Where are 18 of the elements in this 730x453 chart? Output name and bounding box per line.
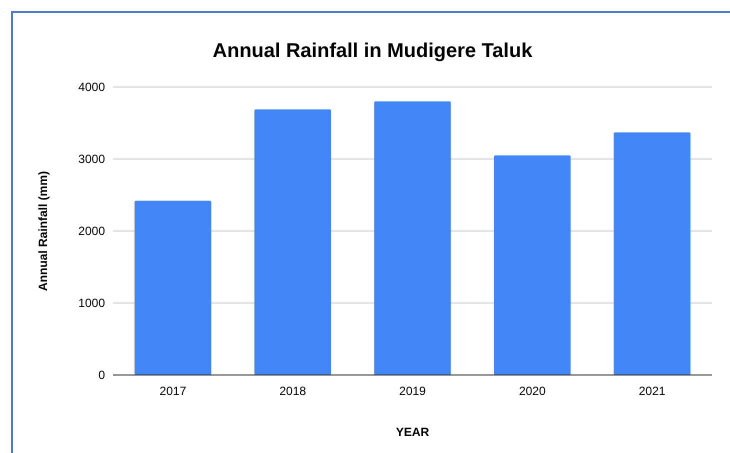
x-axis-title: YEAR (396, 425, 430, 439)
x-tick-label: 2019 (399, 384, 426, 398)
y-axis-title: Annual Rainfall (mm) (36, 170, 50, 292)
y-tick-label: 1000 (78, 296, 106, 310)
x-tick-label: 2017 (160, 384, 187, 398)
chart-title: Annual Rainfall in Mudigere Taluk (212, 40, 534, 62)
x-tick-label: 2021 (638, 384, 666, 398)
y-tick-label: 3000 (78, 152, 106, 166)
bar (494, 155, 571, 375)
bar (254, 109, 332, 375)
x-tick-label: 2018 (279, 384, 306, 398)
y-tick-label: 0 (98, 368, 106, 382)
bar (614, 132, 690, 375)
y-tick-label: 2000 (78, 224, 106, 238)
y-tick-label: 4000 (78, 80, 106, 94)
bar (134, 200, 212, 375)
bar (374, 101, 451, 375)
x-tick-label: 2020 (518, 384, 546, 398)
